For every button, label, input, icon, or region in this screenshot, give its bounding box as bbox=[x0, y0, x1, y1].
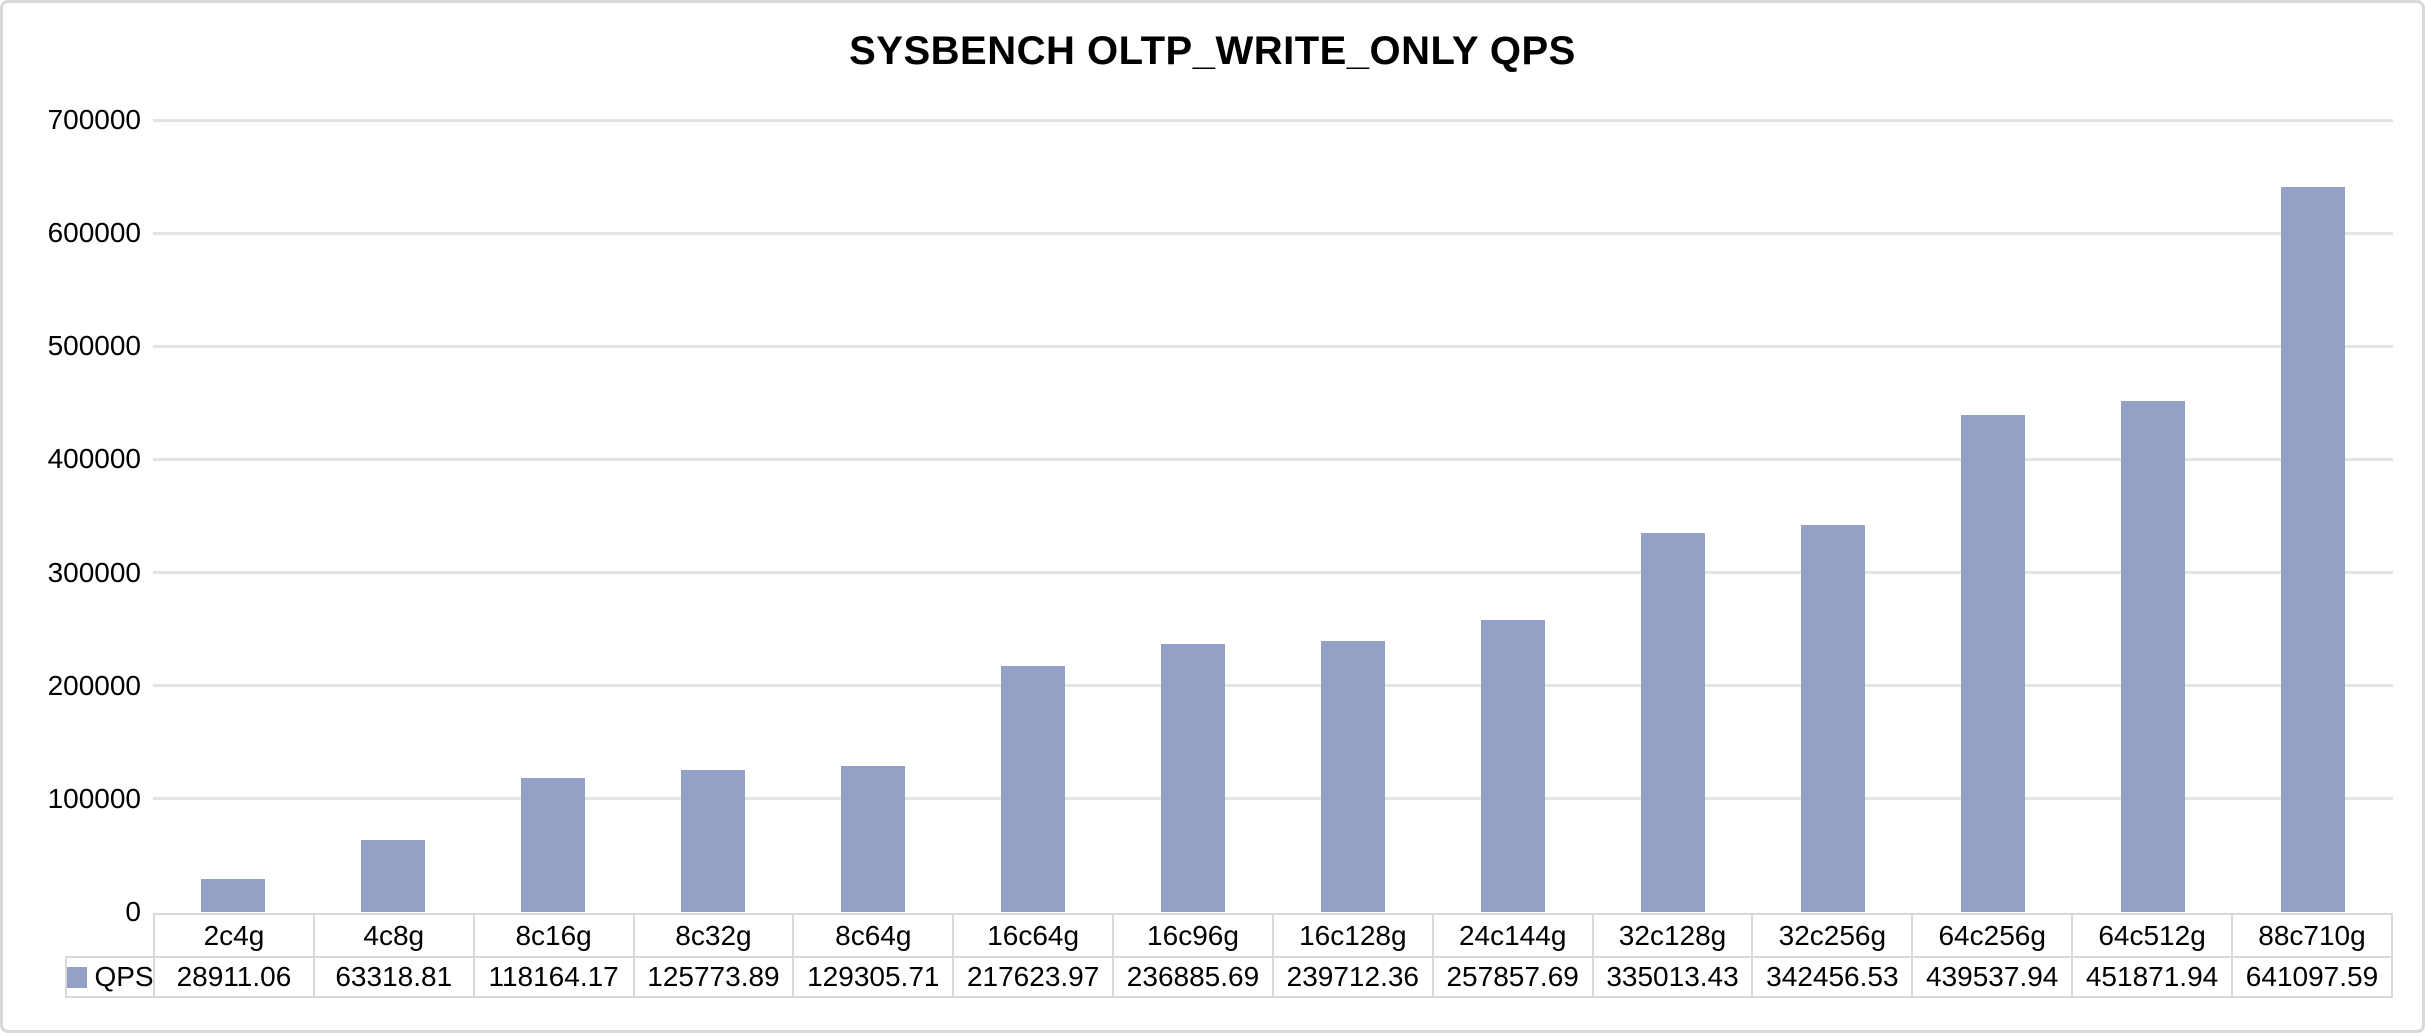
category-cell: 32c256g bbox=[1751, 913, 1914, 958]
bar-column bbox=[2073, 120, 2233, 912]
bar bbox=[1801, 524, 1865, 912]
category-cell: 8c16g bbox=[472, 913, 635, 958]
value-cell: 129305.71 bbox=[792, 956, 955, 998]
value-cell: 217623.97 bbox=[952, 956, 1115, 998]
bar bbox=[2121, 400, 2185, 912]
category-cell: 88c710g bbox=[2230, 913, 2394, 958]
bar bbox=[841, 765, 905, 912]
gridline bbox=[153, 231, 2393, 235]
category-cell: 64c512g bbox=[2071, 913, 2233, 958]
y-tick-label: 100000 bbox=[47, 782, 141, 814]
category-cell: 4c8g bbox=[312, 913, 475, 958]
bar bbox=[361, 840, 425, 912]
bar bbox=[1001, 665, 1065, 912]
chart-title: SYSBENCH OLTP_WRITE_ONLY QPS bbox=[849, 29, 1576, 73]
y-tick-label: 500000 bbox=[47, 330, 141, 362]
bar-column bbox=[153, 120, 313, 912]
category-cell: 24c144g bbox=[1431, 913, 1594, 958]
bar bbox=[1321, 640, 1385, 912]
value-cell: 335013.43 bbox=[1591, 956, 1754, 998]
bar bbox=[201, 879, 265, 912]
bar-column bbox=[313, 120, 473, 912]
bar-column bbox=[473, 120, 633, 912]
data-table: 2c4g 4c8g 8c16g 8c32g 8c64g 16c64g 16c96g 16c12… bbox=[65, 913, 2394, 998]
y-tick-label: 700000 bbox=[47, 104, 141, 135]
bar-column bbox=[1273, 120, 1433, 912]
y-tick-label: 300000 bbox=[47, 556, 141, 588]
y-tick-label: 0 bbox=[125, 896, 141, 927]
category-cell: 16c96g bbox=[1112, 913, 1274, 958]
bar bbox=[521, 778, 585, 912]
bar-column bbox=[1593, 120, 1753, 912]
gridline bbox=[153, 118, 2393, 122]
bar-column bbox=[2233, 120, 2393, 912]
gridline bbox=[153, 457, 2393, 461]
legend-cell: QPS bbox=[65, 956, 155, 998]
value-cell: 342456.53 bbox=[1751, 956, 1914, 998]
series-color-swatch-icon bbox=[68, 966, 88, 988]
y-tick-label: 200000 bbox=[47, 669, 141, 701]
bar bbox=[681, 769, 745, 912]
gridline bbox=[153, 344, 2393, 348]
bar-column bbox=[1433, 120, 1593, 912]
value-cell: 257857.69 bbox=[1431, 956, 1594, 998]
bar bbox=[2281, 186, 2345, 912]
bar bbox=[1481, 620, 1545, 912]
y-axis-labels: 0 100000 200000 300000 400000 500000 600000 700… bbox=[3, 3, 141, 1036]
gridline bbox=[153, 797, 2393, 801]
value-cell: 118164.17 bbox=[472, 956, 635, 998]
bar-column bbox=[1113, 120, 1273, 912]
bar bbox=[1161, 643, 1225, 912]
category-cell: 8c32g bbox=[632, 913, 795, 958]
category-cell: 16c128g bbox=[1271, 913, 1434, 958]
category-cell: 64c256g bbox=[1911, 913, 2074, 958]
y-tick-label: 600000 bbox=[47, 217, 141, 249]
value-cell: 28911.06 bbox=[153, 956, 315, 998]
gridline bbox=[153, 684, 2393, 688]
value-cell: 439537.94 bbox=[1911, 956, 2074, 998]
value-cell: 236885.69 bbox=[1112, 956, 1274, 998]
category-cell: 16c64g bbox=[952, 913, 1115, 958]
bar-column bbox=[793, 120, 953, 912]
y-tick-label: 400000 bbox=[47, 443, 141, 475]
category-cell: 8c64g bbox=[792, 913, 955, 958]
value-cell: 125773.89 bbox=[632, 956, 795, 998]
bar-column bbox=[1753, 120, 1913, 912]
value-cell: 451871.94 bbox=[2071, 956, 2233, 998]
value-cell: 239712.36 bbox=[1271, 956, 1434, 998]
category-cell: 32c128g bbox=[1591, 913, 1754, 958]
bar-column bbox=[953, 120, 1113, 912]
bar-column bbox=[633, 120, 793, 912]
bar bbox=[1961, 414, 2025, 912]
legend-series-label: QPS bbox=[94, 961, 154, 992]
table-corner-cell bbox=[66, 914, 154, 957]
category-cell: 2c4g bbox=[153, 913, 315, 958]
bars-container bbox=[153, 120, 2393, 912]
bar bbox=[1641, 532, 1705, 912]
gridline bbox=[153, 571, 2393, 575]
value-cell: 63318.81 bbox=[312, 956, 475, 998]
value-cell: 641097.59 bbox=[2230, 956, 2394, 998]
plot-area bbox=[153, 118, 2393, 912]
bar-column bbox=[1913, 120, 2073, 912]
